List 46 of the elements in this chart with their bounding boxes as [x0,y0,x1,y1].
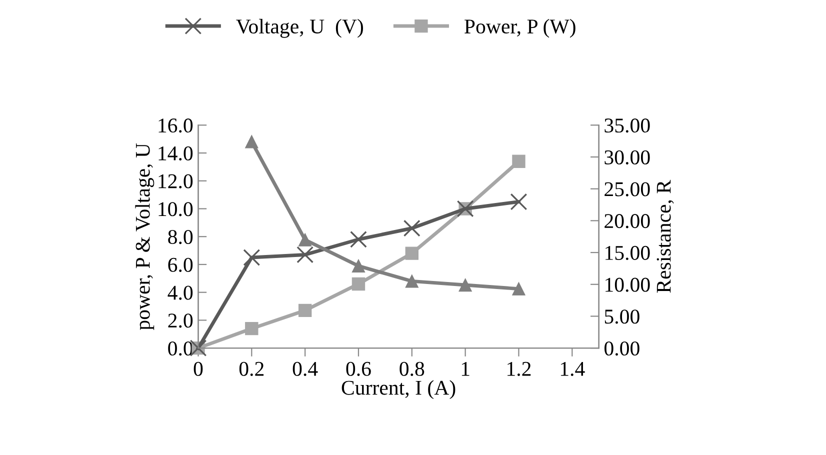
y2-tick-label: 0.00 [604,341,640,356]
y-tick-label: 12.0 [158,174,193,188]
y-tick-label: 8.0 [168,230,193,244]
point [350,230,367,248]
point [405,246,418,260]
y-tick-label: 4.0 [168,286,193,300]
x-tick-label: 0 [194,362,203,376]
point [510,193,528,210]
y2-tick-label: 5.00 [604,310,640,324]
y-tick-label: 14.0 [158,146,193,161]
x-tick-label: 0.6 [346,362,371,376]
x-tick-label: 1.2 [508,362,531,376]
point [245,322,258,336]
point [405,274,418,288]
y2-axis-title: Resistance, R [656,180,674,293]
point [245,135,258,148]
y-tick-label: 10.0 [158,202,193,216]
point [512,282,526,296]
y-tick-label: 16.0 [158,118,193,133]
x-axis-title: Current, I (A) [342,380,456,400]
y-axis-title: power, P & Voltage, U [135,143,154,330]
x-tick-label: 1.4 [560,362,585,376]
y-tick-label: 2.0 [168,314,193,328]
point [298,233,312,246]
y2-tick-label: 35.00 [604,118,650,133]
legend-label: Power, P (W) [464,18,576,38]
point [403,220,420,237]
y-tick-label: 6.0 [168,258,193,272]
point [243,249,260,266]
legend-label: Voltage, U (V) [236,18,364,38]
y2-tick-label: 30.00 [604,150,650,164]
x-tick-label: 1 [462,362,470,376]
y-tick-label: 0.0 [168,341,193,356]
x-tick-label: 0.4 [292,362,318,376]
x-tick-label: 0.8 [400,362,424,376]
point [352,277,366,291]
y2-tick-label: 10.00 [606,278,650,292]
point [352,259,366,272]
x-tick-label: 0.2 [239,362,264,376]
y2-tick-label: 15.00 [606,246,650,260]
point [458,278,472,292]
point [296,246,314,264]
y2-tick-label: 25.00 [604,182,650,196]
y2-tick-label: 20.00 [604,214,650,228]
point [298,304,312,318]
point [512,154,526,168]
